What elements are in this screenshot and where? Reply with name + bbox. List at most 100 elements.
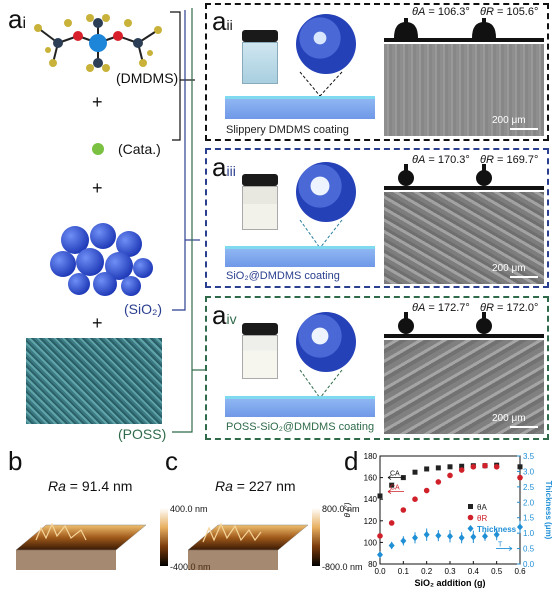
catalyst-dot <box>92 143 104 155</box>
data-point-theta-r <box>493 464 500 470</box>
scale-label-aiii: 200 μm <box>492 263 526 274</box>
y-left-tick-label: 80 <box>368 560 377 569</box>
ra-value: = 91.4 nm <box>65 478 133 494</box>
y-right-tick-label: 1.5 <box>523 514 535 523</box>
sem-image-aii <box>384 44 544 136</box>
y-right-tick-label: 2.5 <box>523 483 535 492</box>
data-point-thickness <box>377 551 383 559</box>
substrate-aiii <box>225 246 375 267</box>
zoom-lines-aiv <box>299 369 343 399</box>
theta-r-aiv: θR = 172.0° <box>480 302 538 314</box>
data-point-thickness <box>482 532 488 540</box>
catalyst-label: (Cata.) <box>118 141 161 157</box>
x-tick-label: 0.1 <box>398 567 410 576</box>
coating-label-aiii: SiO₂@DMDMS coating <box>226 270 340 282</box>
data-point-theta-r <box>517 474 523 481</box>
y-left-tick-label: 140 <box>364 495 378 504</box>
panel-letter: a <box>212 6 227 36</box>
vial-aiii <box>242 174 278 230</box>
theta-symbol: θR <box>480 6 494 18</box>
y-right-tick-label: 1.0 <box>523 529 535 538</box>
panel-aiii-label: aiii <box>212 154 236 181</box>
panel-aiv-frame <box>205 296 549 440</box>
plus-sign: + <box>92 92 103 112</box>
theta-symbol: θR <box>480 302 494 314</box>
annotation-arrow <box>496 546 513 551</box>
substrate-aii <box>225 96 375 119</box>
y-right-tick-label: 2.0 <box>523 498 535 507</box>
legend-label: θA <box>477 503 487 512</box>
coating-label-aii: Slippery DMDMS coating <box>226 124 349 136</box>
afm-b-roughness: Ra = 91.4 nm <box>48 478 132 494</box>
data-point-theta-a <box>412 469 418 475</box>
legend-label: θR <box>477 514 487 523</box>
droplet-zoom-aii <box>296 14 356 74</box>
y-right-tick-label: 3.0 <box>523 467 535 476</box>
theta-value: = 169.7° <box>493 154 539 166</box>
legend-marker <box>467 514 474 521</box>
y-left-tick-label: 100 <box>364 538 378 547</box>
afm-c-surface <box>187 522 309 570</box>
y-right-tick-label: 0.0 <box>523 560 535 569</box>
data-point-theta-r <box>388 520 395 526</box>
data-point-theta-r <box>423 487 430 494</box>
annotation-label: CA <box>390 485 400 492</box>
panel-ai-label: ai <box>8 6 26 33</box>
dmdms-label: (DMDMS) <box>116 70 179 86</box>
y-left-tick-label: 160 <box>364 474 378 483</box>
panel-subscript: iv <box>226 311 237 327</box>
legend-label: Thickness <box>477 525 517 534</box>
substrate-aiv <box>225 396 375 417</box>
data-point-theta-r <box>435 479 442 485</box>
panel-b-label: b <box>8 446 23 476</box>
data-point-theta-a <box>517 464 523 470</box>
contact-angle-drops-aiv <box>384 312 544 338</box>
theta-value: = 172.7° <box>425 302 470 314</box>
chart-d: 0.0 0.1 0.2 0.3 0.4 0.5 0.6 80 100 120 140 160 180 0.… <box>343 452 552 588</box>
data-point-theta-a <box>377 493 383 499</box>
annotation-label: T <box>498 542 503 549</box>
scale-bar-aiii <box>510 276 538 278</box>
panel-letter: a <box>212 152 227 182</box>
data-point-theta-a <box>389 482 395 488</box>
data-point-theta-r <box>377 533 383 539</box>
theta-value: = 172.0° <box>493 302 539 314</box>
poss-image <box>26 338 162 424</box>
y-left-tick-label: 120 <box>364 517 378 526</box>
data-point-thickness <box>400 537 407 545</box>
data-point-theta-a <box>447 464 453 470</box>
data-point-thickness <box>447 532 453 540</box>
afm-c-colorbar <box>312 508 320 566</box>
zoom-lines-aiii <box>299 219 343 249</box>
theta-a-aiv: θA = 172.7° <box>412 302 470 314</box>
theta-r-aiii: θR = 169.7° <box>480 154 538 166</box>
afm-b-surface <box>15 522 147 570</box>
x-axis-label: SiO₂ addition (g) <box>415 578 486 588</box>
afm-c-cbar-bottom: -800.0 nm <box>322 562 363 572</box>
theta-symbol: θA <box>412 302 426 314</box>
data-point-theta-r <box>447 472 453 479</box>
annotation-label: CA <box>390 471 400 478</box>
data-point-theta-a <box>435 465 441 471</box>
scale-label-aii: 200 μm <box>492 115 526 126</box>
scale-label-aiv: 200 μm <box>492 413 526 424</box>
y-left-axis-label: θ (°) <box>343 502 352 517</box>
y-right-tick-label: 0.5 <box>523 545 535 554</box>
x-tick-label: 0.6 <box>514 567 526 576</box>
annotation-arrow <box>387 475 404 480</box>
x-tick-label: 0.2 <box>421 567 433 576</box>
x-tick-label: 0.4 <box>468 567 480 576</box>
theta-value: = 106.3° <box>425 6 470 18</box>
dmdms-molecule <box>34 14 162 72</box>
poss-label: (POSS) <box>118 426 167 442</box>
x-tick-label: 0.3 <box>444 567 456 576</box>
x-tick-label: 0.5 <box>491 567 503 576</box>
panel-subscript: iii <box>226 163 236 179</box>
panel-aiii-frame <box>205 148 549 288</box>
panel-letter: a <box>212 300 227 330</box>
vial-aii <box>242 30 278 84</box>
theta-value: = 105.6° <box>493 6 539 18</box>
sem-image-aiii <box>384 192 544 284</box>
droplet-zoom-aiv <box>296 312 356 372</box>
x-tick-label: 0.0 <box>374 567 386 576</box>
